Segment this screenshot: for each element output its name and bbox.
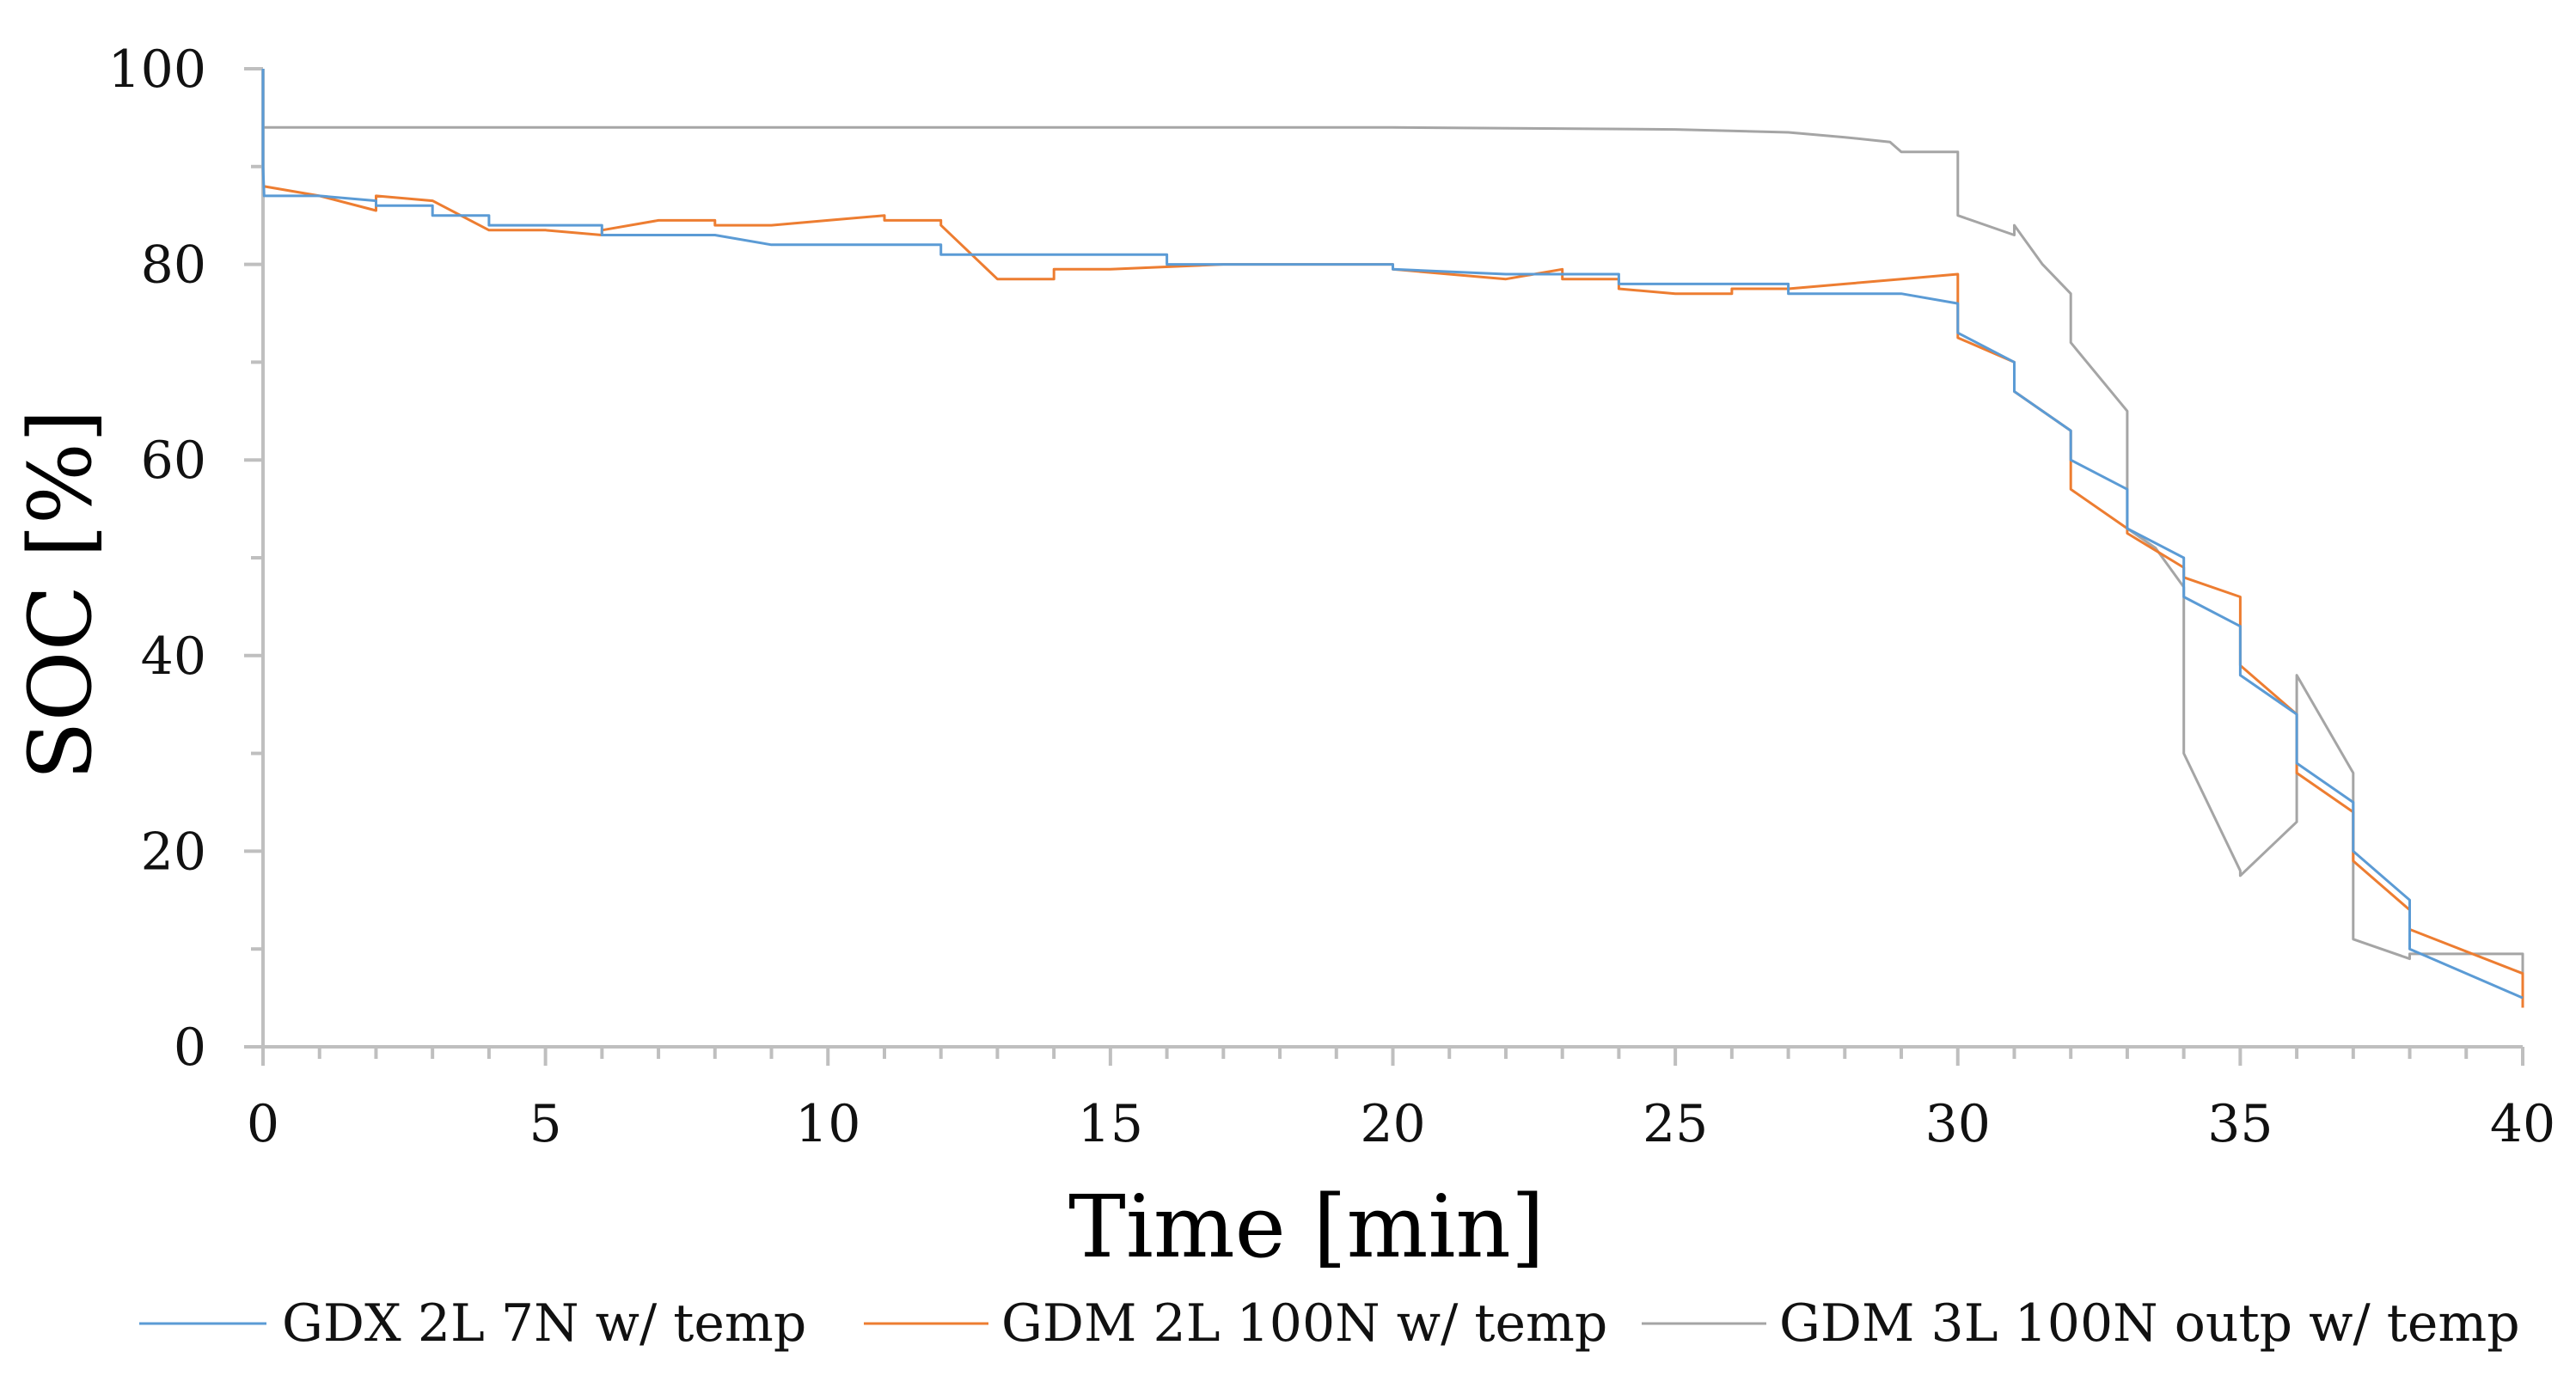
x-tick-label: 20 — [1360, 1094, 1425, 1154]
series-line-1 — [262, 185, 2524, 1008]
x-tick-label: 5 — [529, 1094, 562, 1154]
series-line-0 — [261, 69, 2524, 1000]
y-tick-label: 0 — [174, 1018, 206, 1078]
x-tick-label: 25 — [1643, 1094, 1708, 1154]
x-axis-title: Time [min] — [1068, 1177, 1545, 1277]
legend-label-gdx-2l-7n: GDX 2L 7N w/ temp — [282, 1293, 806, 1354]
y-tick-label: 20 — [141, 822, 206, 882]
x-tick-label: 40 — [2490, 1094, 2555, 1154]
y-tick-label: 60 — [141, 431, 206, 491]
axes — [244, 67, 2524, 1066]
x-tick-label: 10 — [795, 1094, 860, 1154]
tick-labels: 0 20 40 60 80 100 0 5 10 15 20 25 30 35 40 — [107, 40, 2555, 1154]
y-tick-label: 40 — [141, 627, 206, 687]
x-tick-label: 0 — [247, 1094, 279, 1154]
legend-label-gdm-3l-100n-outp: GDM 3L 100N outp w/ temp — [1779, 1293, 2520, 1354]
legend-label-gdm-2l-100n: GDM 2L 100N w/ temp — [1001, 1293, 1607, 1354]
plot-series — [261, 69, 2524, 1008]
y-tick-label: 100 — [107, 40, 206, 100]
x-tick-label: 15 — [1078, 1094, 1143, 1154]
x-tick-label: 35 — [2207, 1094, 2273, 1154]
y-tick-label: 80 — [141, 235, 206, 296]
x-tick-label: 30 — [1925, 1094, 1991, 1154]
y-axis-title: SOC [%] — [10, 409, 111, 780]
series-line-2 — [263, 125, 2524, 999]
legend: GDX 2L 7N w/ temp GDM 2L 100N w/ temp GD… — [139, 1293, 2520, 1354]
